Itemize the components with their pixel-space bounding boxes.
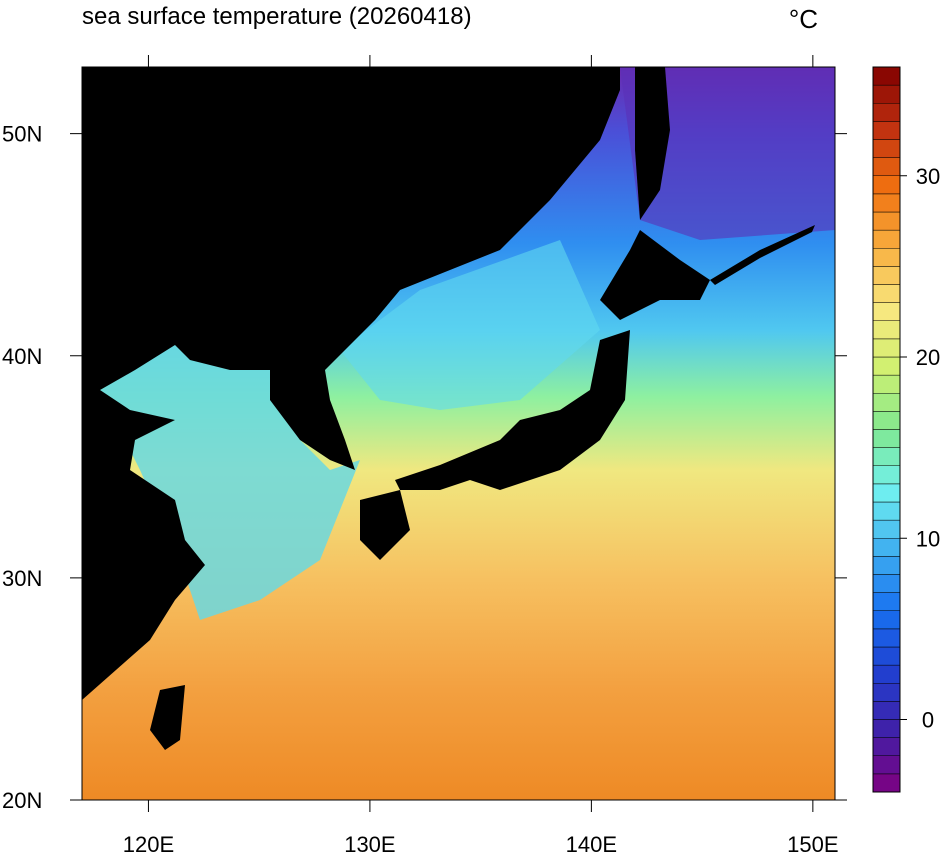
colorbar-band <box>872 411 901 430</box>
colorbar-band <box>872 429 901 448</box>
colorbar-band <box>872 483 901 503</box>
colorbar-tick-label: 20 <box>916 345 940 370</box>
colorbar-band <box>872 211 901 231</box>
y-tick-label: 40N <box>2 344 42 369</box>
colorbar-band <box>872 139 901 158</box>
colorbar-band <box>872 393 901 412</box>
colorbar-tick-label: 0 <box>922 708 934 733</box>
colorbar-band <box>872 356 901 376</box>
colorbar-band <box>872 284 901 303</box>
x-tick-label: 120E <box>123 832 174 857</box>
colorbar-band <box>872 628 901 648</box>
sst-field <box>82 67 835 800</box>
colorbar-band <box>872 84 901 104</box>
colorbar-band <box>872 646 901 666</box>
colorbar-band <box>872 556 901 575</box>
colorbar-band <box>872 610 901 630</box>
plot-frame <box>81 66 836 801</box>
x-tick-label: 130E <box>344 832 395 857</box>
colorbar-band <box>872 338 901 358</box>
colorbar-band <box>872 538 901 557</box>
colorbar-band <box>872 374 901 394</box>
colorbar-band <box>872 175 901 195</box>
y-tick-label: 20N <box>2 788 42 813</box>
x-tick-label: 140E <box>566 832 617 857</box>
colorbar-band <box>872 755 901 775</box>
colorbar-band <box>872 66 901 86</box>
colorbar-band <box>872 773 901 793</box>
colorbar-band <box>872 501 901 521</box>
colorbar-band <box>872 465 901 485</box>
colorbar-band <box>872 248 901 267</box>
colorbar-band <box>872 683 901 702</box>
colorbar-band <box>872 121 901 140</box>
colorbar-tick-label: 10 <box>916 526 940 551</box>
colorbar-band <box>872 229 901 249</box>
y-tick-label: 30N <box>2 566 42 591</box>
colorbar-band <box>872 157 901 176</box>
colorbar-band <box>872 519 901 539</box>
colorbar-band <box>872 103 901 122</box>
x-tick-label: 150E <box>787 832 838 857</box>
colorbar-band <box>872 719 901 738</box>
colorbar-band <box>872 664 901 684</box>
colorbar-band <box>872 266 901 285</box>
colorbar-band <box>872 193 901 213</box>
colorbar-band <box>872 447 901 466</box>
colorbar-band <box>872 320 901 340</box>
colorbar-tick-label: 30 <box>916 164 940 189</box>
colorbar-band <box>872 302 901 321</box>
colorbar-band <box>872 574 901 593</box>
colorbar-band <box>872 592 901 611</box>
colorbar-band <box>872 737 901 756</box>
title: sea surface temperature (20260418) <box>82 3 472 30</box>
colorbar-band <box>872 701 901 720</box>
colorbar-frame <box>872 66 901 793</box>
y-tick-label: 50N <box>2 122 42 147</box>
unit: °C <box>789 4 818 34</box>
